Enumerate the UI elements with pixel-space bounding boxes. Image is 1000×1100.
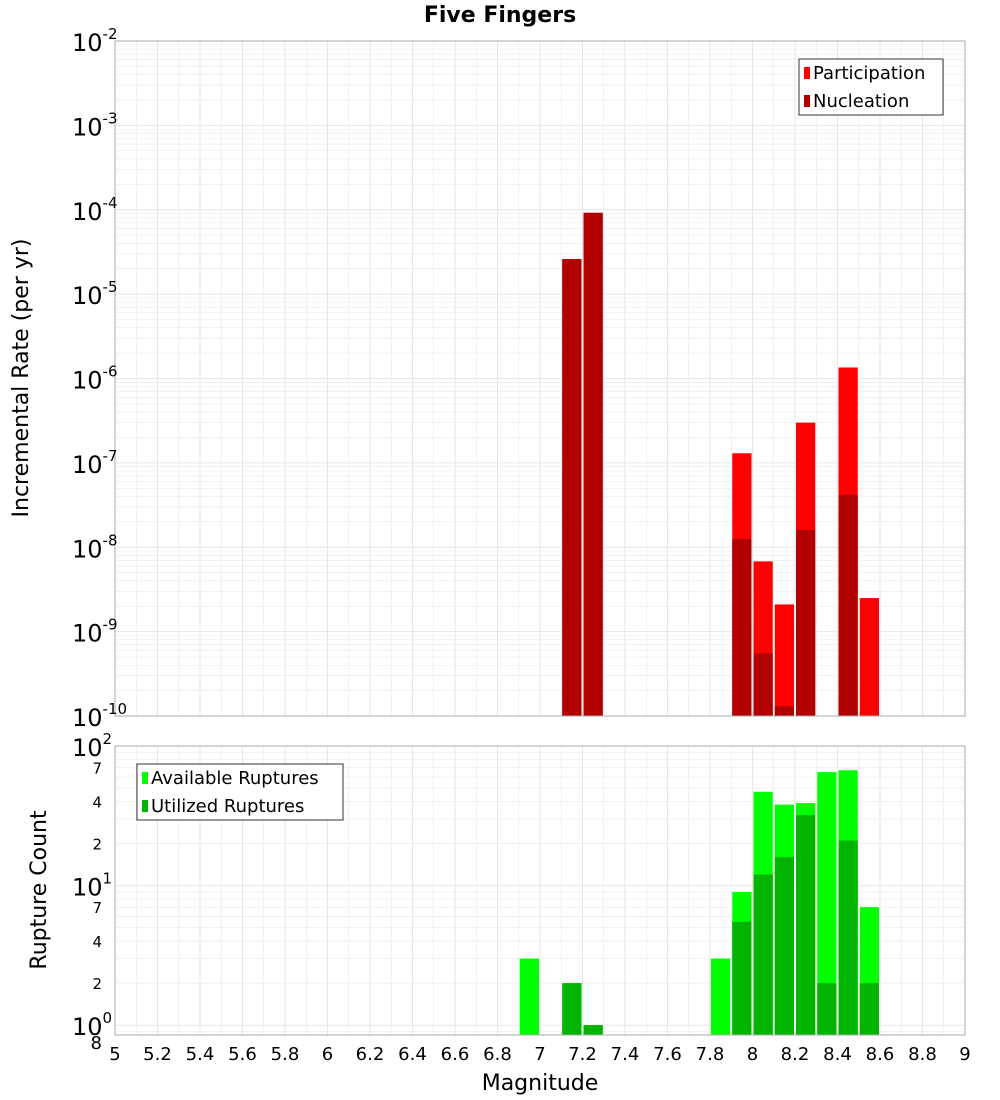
x-tick-label: 5.6 bbox=[228, 1044, 257, 1065]
rate-bar-nucleation bbox=[732, 539, 752, 716]
rate-bar-nucleation bbox=[838, 494, 858, 716]
x-tick-label: 7.6 bbox=[653, 1044, 682, 1065]
x-tick-label: 9 bbox=[959, 1044, 970, 1065]
count-legend-label: Utilized Ruptures bbox=[151, 796, 304, 817]
rate-legend-box bbox=[798, 58, 944, 116]
top-y-tick-label: 10-4 bbox=[72, 194, 118, 226]
rate-bar-nucleation bbox=[796, 530, 816, 716]
x-tick-label: 5.8 bbox=[271, 1044, 300, 1065]
x-tick-label: 8 bbox=[747, 1044, 758, 1065]
x-tick-label: 7.2 bbox=[568, 1044, 597, 1065]
x-tick-label: 5.2 bbox=[143, 1044, 172, 1065]
top-y-tick-label: 10-9 bbox=[72, 616, 118, 648]
count-legend-swatch bbox=[142, 772, 148, 784]
count-legend-label: Available Ruptures bbox=[151, 768, 319, 789]
x-tick-label: 5.4 bbox=[186, 1044, 215, 1065]
rate-bar-nucleation bbox=[562, 259, 582, 716]
count-frame bbox=[114, 745, 966, 1036]
chart-title: Five Fingers bbox=[424, 3, 576, 28]
x-tick-label: 8.8 bbox=[908, 1044, 937, 1065]
x-tick-label: 6.2 bbox=[356, 1044, 385, 1065]
count-bar-utilized bbox=[796, 815, 816, 1035]
x-tick-label: 6.4 bbox=[398, 1044, 427, 1065]
rate-bar-nucleation bbox=[583, 212, 603, 716]
count-bar-available bbox=[519, 958, 539, 1035]
x-tick-label: 8.4 bbox=[823, 1044, 852, 1065]
x-tick-label: 5 bbox=[109, 1044, 120, 1065]
x-tick-label: 8.2 bbox=[781, 1044, 810, 1065]
count-bar-available bbox=[817, 772, 837, 1035]
bottom-y-tick-label: 100 bbox=[72, 1009, 112, 1041]
x-tick-label: 6.6 bbox=[441, 1044, 470, 1065]
top-y-tick-label: 10-10 bbox=[72, 700, 127, 732]
x-tick-label: 8.6 bbox=[866, 1044, 895, 1065]
x-axis-label: Magnitude bbox=[482, 1071, 599, 1096]
count-bar-available bbox=[711, 958, 731, 1035]
count-legend-swatch bbox=[142, 800, 148, 812]
bottom-y-minor-label: 2 bbox=[92, 836, 102, 854]
rate-bar-participation bbox=[859, 598, 879, 716]
x-tick-label: 6 bbox=[322, 1044, 333, 1065]
top-y-tick-label: 10-3 bbox=[72, 109, 118, 141]
bottom-y-axis-label: Rupture Count bbox=[27, 810, 52, 970]
count-bar-utilized bbox=[732, 921, 752, 1035]
rate-legend-swatch bbox=[804, 67, 810, 79]
bottom-y-minor-label: 4 bbox=[92, 933, 102, 951]
rate-panel: 10-2 10-3 10-4 10-5 10-6 10-7 10-8 10-9 10-10 Par… bbox=[72, 25, 966, 732]
rate-bar-nucleation bbox=[753, 653, 773, 716]
bottom-y-minor-label: 7 bbox=[92, 899, 102, 917]
rate-frame bbox=[114, 40, 966, 717]
x-tick-label: 7.4 bbox=[611, 1044, 640, 1065]
bottom-y-minor-label: 4 bbox=[92, 794, 102, 812]
x-tick-label: 7.8 bbox=[696, 1044, 725, 1065]
top-y-tick-label: 10-7 bbox=[72, 447, 118, 479]
bottom-y-minor-label: 8 bbox=[91, 1033, 102, 1054]
count-bar-utilized bbox=[583, 1025, 603, 1035]
top-y-tick-label: 10-8 bbox=[72, 531, 118, 563]
count-bar-utilized bbox=[774, 857, 794, 1035]
top-y-axis-label: Incremental Rate (per yr) bbox=[9, 239, 34, 518]
count-legend-box bbox=[136, 763, 344, 821]
bottom-y-minor-label: 7 bbox=[92, 760, 102, 778]
top-y-tick-label: 10-6 bbox=[72, 363, 118, 395]
top-y-tick-label: 10-2 bbox=[72, 25, 118, 57]
count-bar-utilized bbox=[838, 840, 858, 1035]
top-y-tick-label: 10-5 bbox=[72, 278, 118, 310]
rate-bar-participation bbox=[774, 604, 794, 716]
bottom-y-tick-label: 102 bbox=[72, 730, 112, 762]
count-bar-utilized bbox=[753, 874, 773, 1035]
count-bar-utilized bbox=[859, 983, 879, 1035]
count-panel: 100 101 102 8 2 4 7 2 4 7 Available Ruptures Utiliz… bbox=[72, 730, 966, 1054]
rate-bar-nucleation bbox=[774, 706, 794, 716]
bottom-y-tick-label: 101 bbox=[72, 870, 112, 902]
count-bar-utilized bbox=[817, 983, 837, 1035]
rate-legend-label: Nucleation bbox=[813, 91, 909, 112]
x-tick-label: 7 bbox=[534, 1044, 545, 1065]
rate-legend-swatch bbox=[804, 95, 810, 107]
rate-legend-label: Participation bbox=[813, 63, 925, 84]
count-bar-utilized bbox=[562, 983, 582, 1035]
x-tick-label: 6.8 bbox=[483, 1044, 512, 1065]
bottom-y-minor-label: 2 bbox=[92, 975, 102, 993]
